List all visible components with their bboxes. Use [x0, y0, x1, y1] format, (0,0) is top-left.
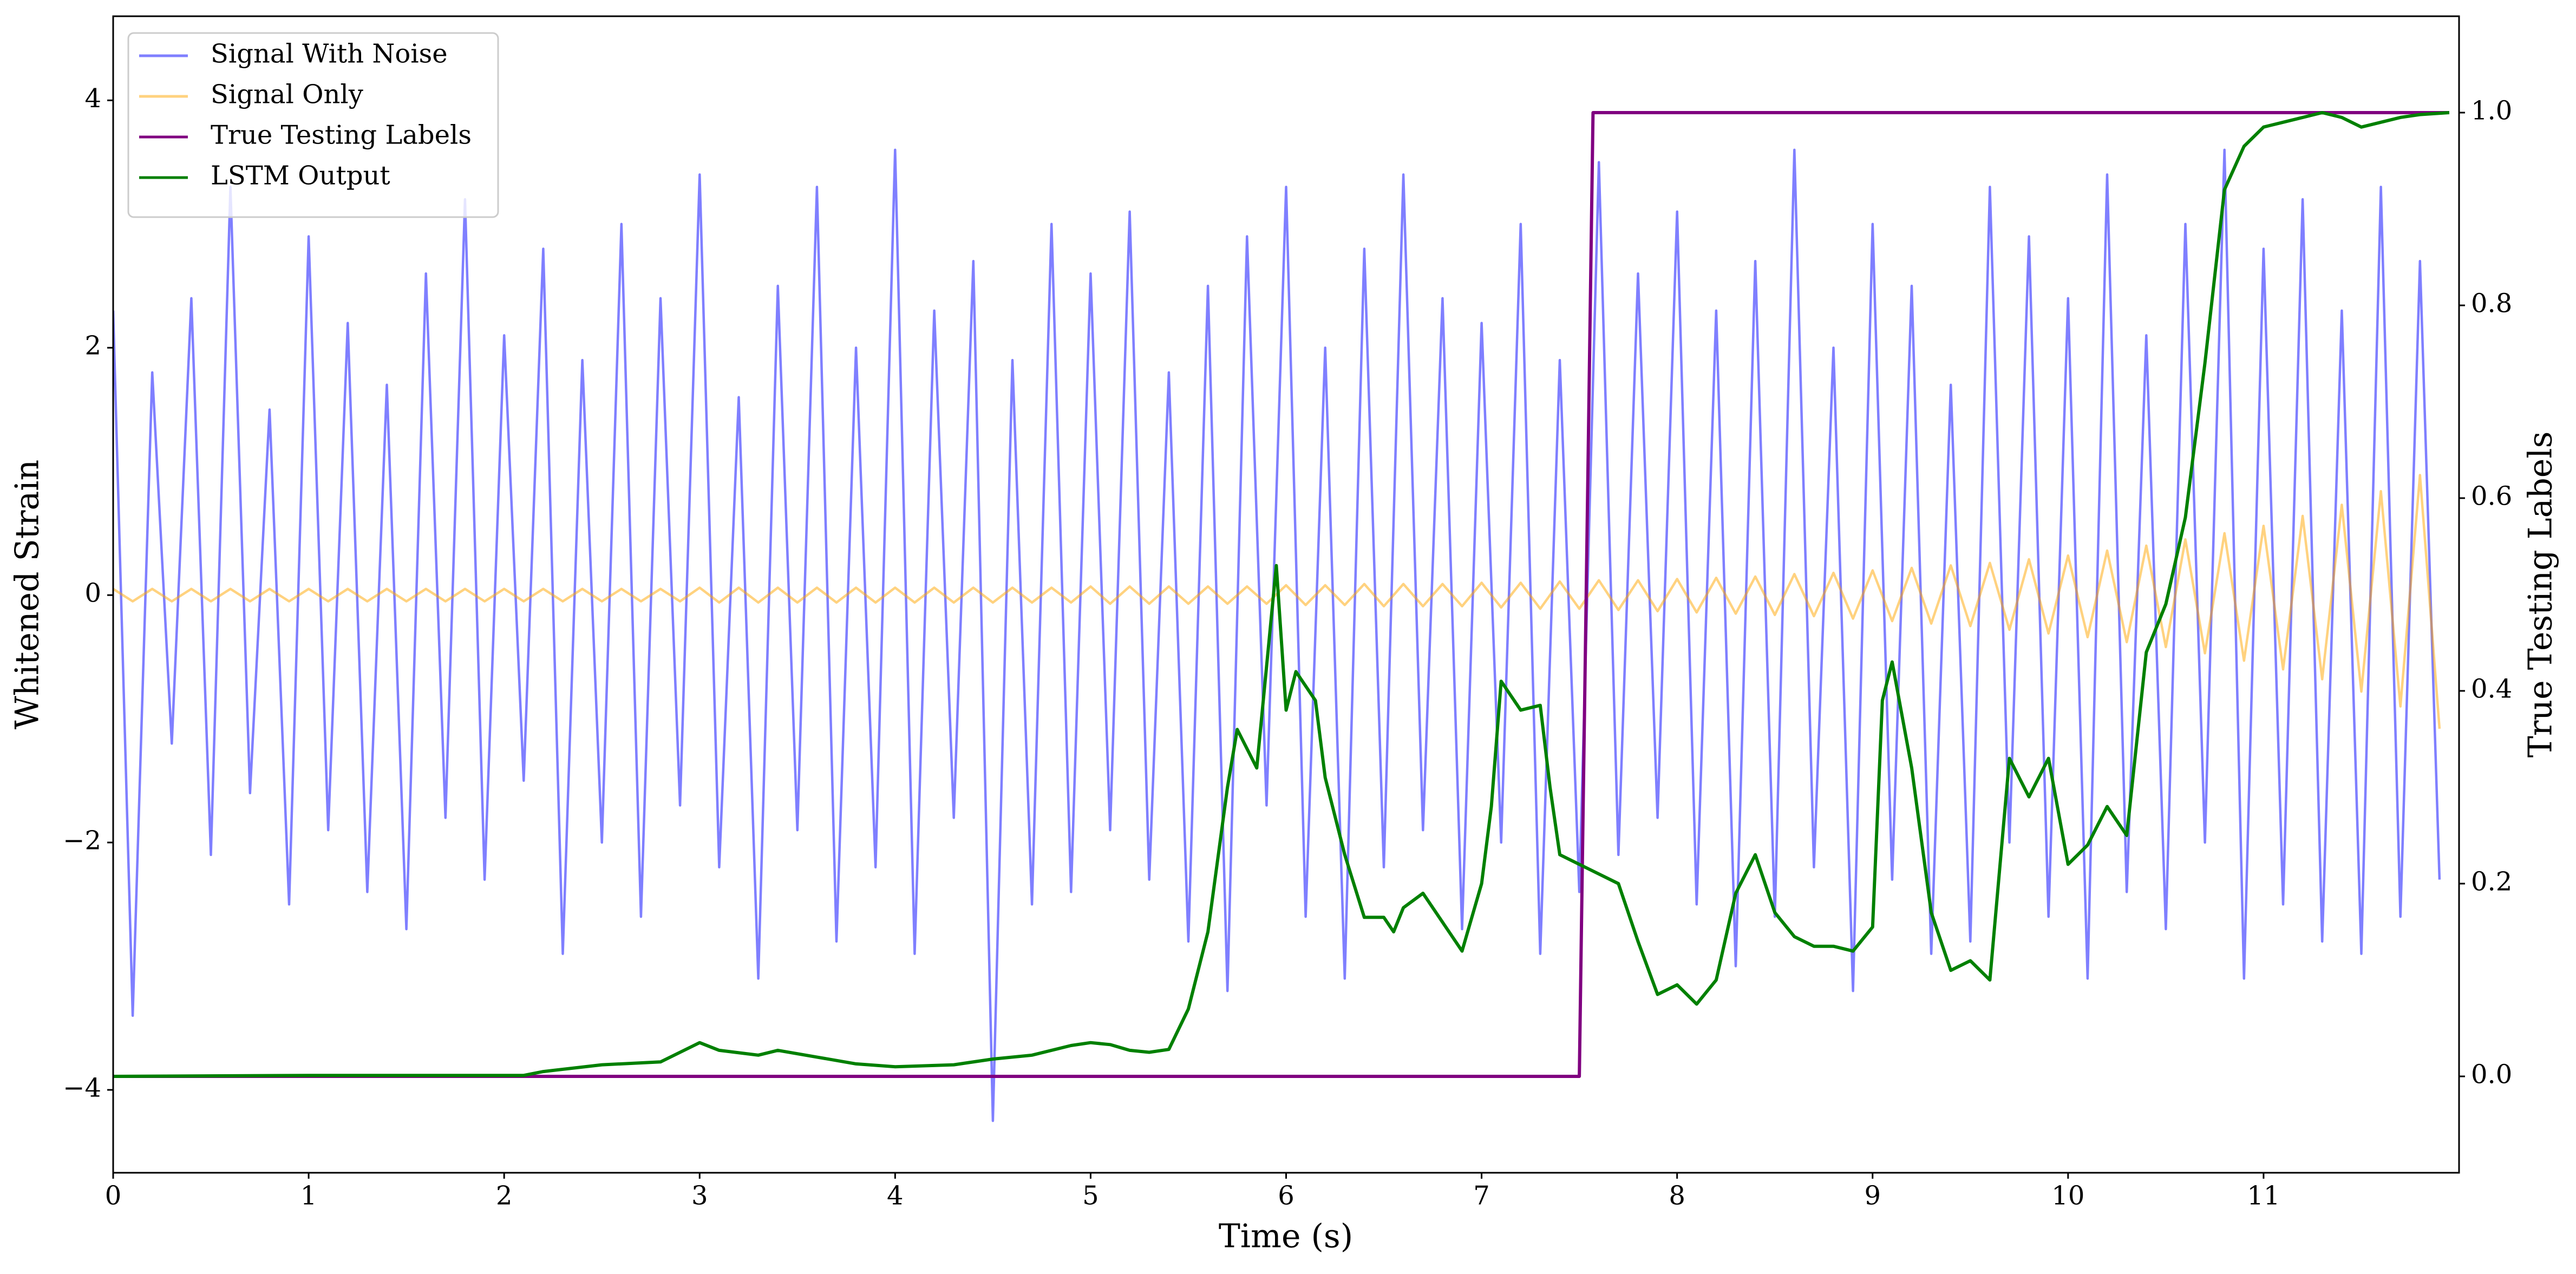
legend-box	[127, 32, 499, 218]
legend-text: Signal Only	[211, 80, 363, 110]
legend: Signal With Noise Signal Only True Testing…	[127, 32, 499, 218]
y2-tick-label: 1.0	[2471, 96, 2512, 126]
x-tick-label: 2	[496, 1181, 513, 1211]
x-tick-label: 3	[691, 1181, 708, 1211]
y-tick-label: 2	[84, 331, 101, 361]
series-line	[113, 474, 2441, 729]
plot-area	[113, 111, 2450, 1122]
series-line	[113, 111, 2450, 1078]
y2-tick-label: 0.2	[2471, 867, 2512, 897]
x-tick-label: 5	[1082, 1181, 1099, 1211]
x-tick-label: 0	[105, 1181, 122, 1211]
legend-text: Signal With Noise	[211, 39, 448, 69]
x-tick-label: 9	[1864, 1181, 1881, 1211]
x-tick-label: 4	[887, 1181, 904, 1211]
y-axis-label: Whitened Strain	[9, 460, 47, 729]
x-tick-label: 8	[1669, 1181, 1685, 1211]
x-tick-label: 6	[1278, 1181, 1294, 1211]
y2-tick-label: 0.8	[2471, 289, 2512, 319]
legend-text: True Testing Labels	[211, 120, 472, 151]
x-axis-label: Time (s)	[1219, 1218, 1353, 1256]
y2-axis-label: True Testing Labels	[2522, 432, 2560, 758]
y-tick-label: 0	[84, 578, 101, 609]
y-tick-label: −2	[63, 826, 101, 856]
x-tick-label: 11	[2247, 1181, 2280, 1211]
y2-tick-label: 0.6	[2471, 481, 2512, 512]
y2-tick-label: 0.4	[2471, 674, 2512, 704]
axes: 0 1 2 3 4 5 6 7 8 9 10 11 −4 −2 0 2 4 0.0 0.2 0.4 0.6 0.8 1.0	[63, 15, 2512, 1211]
y2-tick-label: 0.0	[2471, 1060, 2512, 1090]
series-line	[113, 111, 2449, 1078]
y-tick-label: 4	[84, 83, 101, 114]
legend-text: LSTM Output	[211, 161, 390, 191]
x-tick-label: 7	[1473, 1181, 1490, 1211]
x-tick-label: 1	[300, 1181, 317, 1211]
series-line	[113, 148, 2441, 1122]
x-tick-label: 10	[2051, 1181, 2084, 1211]
y-tick-label: −4	[63, 1073, 101, 1103]
